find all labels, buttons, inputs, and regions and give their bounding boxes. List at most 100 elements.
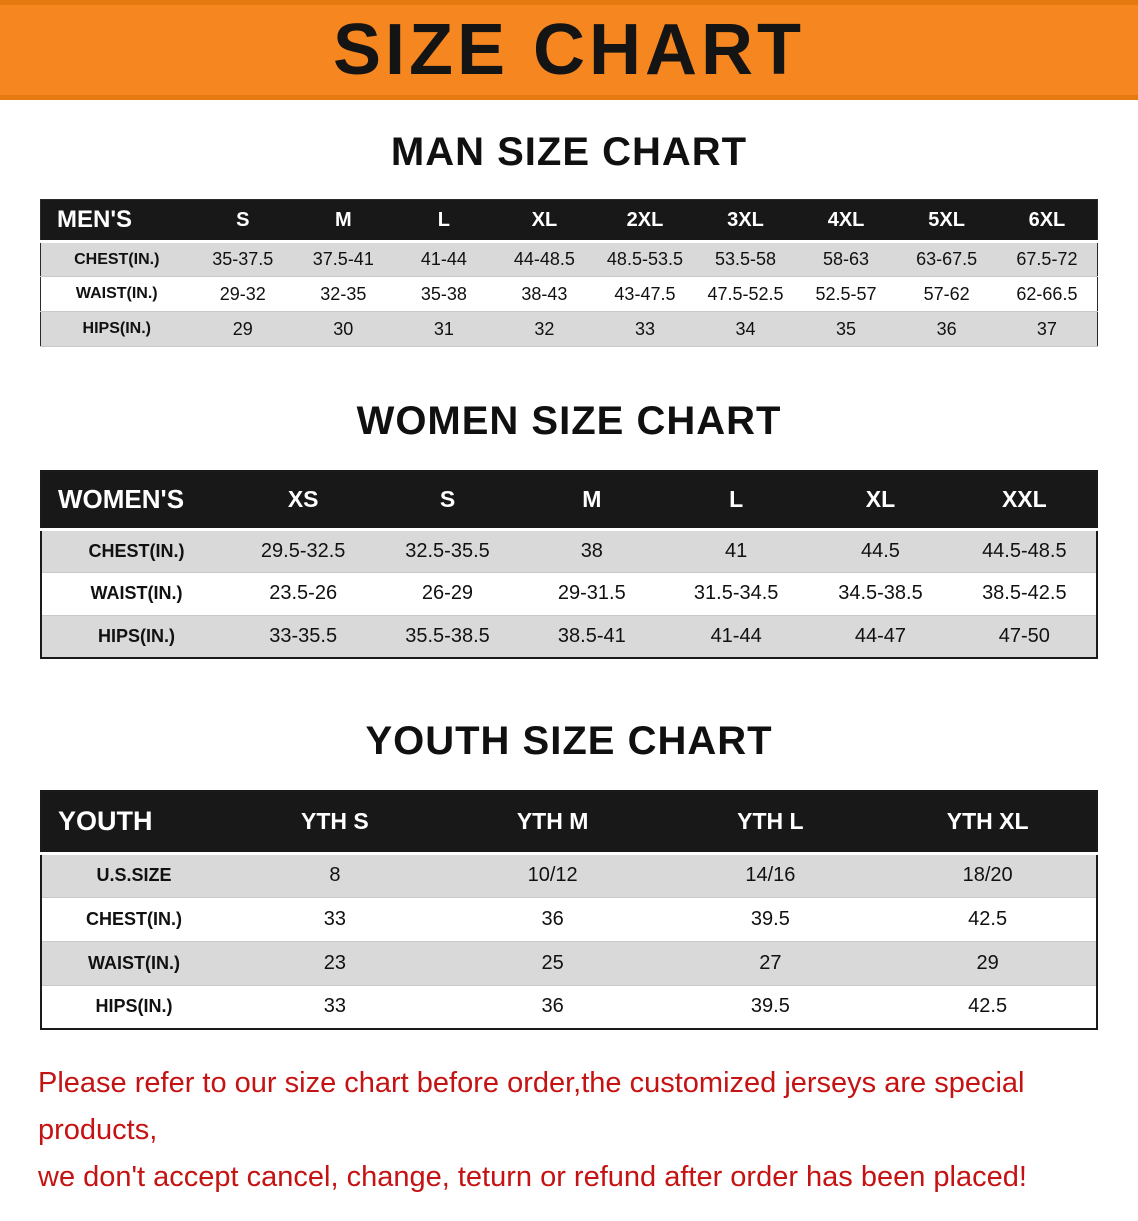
- size-column-header: 6XL: [996, 199, 1098, 243]
- size-column-header: 2XL: [594, 199, 696, 243]
- size-value: 29: [232, 318, 253, 339]
- size-column-header: XL: [808, 471, 953, 531]
- size-column-header: YTH M: [443, 791, 662, 855]
- size-value: 36: [936, 318, 957, 339]
- size-value: 39.5: [750, 995, 790, 1018]
- row-label: WAIST(IN.): [75, 285, 158, 302]
- size-value: 37.5-41: [312, 249, 374, 269]
- group-label-header: MEN'S: [40, 199, 193, 243]
- size-value: 62-66.5: [1016, 283, 1078, 304]
- size-value: 36: [541, 995, 564, 1018]
- size-column-header: YTH S: [226, 791, 444, 855]
- size-value: 35: [836, 318, 857, 339]
- section-youth: YOUTH SIZE CHART YOUTH YTH S YTH M YTH L YTH…: [0, 719, 1138, 1030]
- size-value: 23: [323, 951, 346, 974]
- group-label-header: YOUTH: [41, 791, 226, 855]
- size-value: 47-50: [998, 624, 1050, 647]
- size-value: 42.5: [968, 907, 1008, 930]
- size-value: 67.5-72: [1016, 249, 1078, 269]
- size-value: 44-48.5: [513, 249, 575, 269]
- size-value: 44.5: [861, 539, 900, 562]
- size-value: 41-44: [420, 249, 467, 269]
- page-title: SIZE CHART: [333, 10, 805, 90]
- size-value: 18/20: [962, 864, 1013, 886]
- size-column-header: YTH XL: [879, 791, 1097, 855]
- size-value: 14/16: [745, 864, 796, 886]
- header-row: YOUTH YTH S YTH M YTH L YTH XL: [41, 791, 1097, 855]
- size-value: 29: [976, 951, 999, 974]
- youth-size-table: YOUTH YTH S YTH M YTH L YTH XL U.S.SIZE 8 10/12…: [40, 790, 1098, 1030]
- table-row: CHEST(IN.) 33 36 39.5 42.5: [41, 897, 1097, 941]
- size-value: 33-35.5: [269, 624, 338, 647]
- size-column-header: XS: [231, 471, 376, 531]
- size-column-header: L: [393, 199, 495, 243]
- size-value: 32-35: [320, 283, 367, 304]
- size-value: 34.5-38.5: [838, 582, 923, 604]
- size-value: 33: [323, 907, 346, 930]
- size-value: 57-62: [923, 283, 970, 304]
- size-value: 27: [759, 951, 782, 974]
- row-label: HIPS(IN.): [97, 625, 175, 646]
- size-column-header: 5XL: [896, 199, 997, 243]
- size-value: 41-44: [710, 624, 762, 647]
- size-value: 37: [1036, 318, 1057, 339]
- table-row: CHEST(IN.) 29.5-32.5 32.5-35.5 38 41 44.5 44.5…: [41, 529, 1097, 572]
- header-row: WOMEN'S XS S M L XL XXL: [41, 471, 1097, 531]
- row-label: U.S.SIZE: [96, 865, 172, 885]
- size-column-header: L: [663, 471, 809, 531]
- size-value: 31.5-34.5: [693, 582, 779, 604]
- size-value: 43-47.5: [614, 283, 676, 304]
- table-row: WAIST(IN.) 23 25 27 29: [41, 941, 1097, 985]
- size-value: 31: [433, 318, 454, 339]
- men-section-heading: MAN SIZE CHART: [390, 130, 748, 174]
- size-value: 29-32: [219, 283, 266, 304]
- women-section-heading: WOMEN SIZE CHART: [356, 399, 782, 443]
- disclaimer-line-2: we don't accept cancel, change, teturn o…: [38, 1160, 1027, 1193]
- youth-section-heading: YOUTH SIZE CHART: [365, 719, 773, 763]
- size-value: 42.5: [968, 995, 1008, 1018]
- table-row: U.S.SIZE 8 10/12 14/16 18/20: [41, 853, 1097, 897]
- size-value: 58-63: [823, 249, 870, 269]
- size-value: 36: [541, 907, 564, 930]
- size-column-header: 4XL: [795, 199, 897, 243]
- size-value: 53.5-58: [714, 249, 777, 269]
- size-column-header: S: [375, 471, 520, 531]
- size-value: 35-37.5: [212, 249, 274, 269]
- size-value: 41: [725, 539, 748, 562]
- disclaimer-line-1: Please refer to our size chart before or…: [38, 1067, 1025, 1146]
- section-women: WOMEN SIZE CHART WOMEN'S XS S M L XL XXL CHEST(…: [0, 399, 1138, 659]
- row-label: CHEST(IN.): [74, 250, 160, 268]
- men-size-table: MEN'S S M L XL 2XL 3XL 4XL 5XL 6XL CHEST(IN.) 35-37…: [40, 199, 1098, 347]
- size-value: 25: [541, 951, 564, 974]
- size-value: 8: [329, 864, 341, 886]
- size-value: 32: [534, 318, 555, 339]
- row-label: HIPS(IN.): [95, 996, 173, 1017]
- group-label-header: WOMEN'S: [41, 471, 231, 531]
- size-column-header: YTH L: [661, 791, 880, 855]
- size-value: 47.5-52.5: [707, 283, 784, 304]
- row-label: CHEST(IN.): [88, 540, 185, 561]
- size-value: 33: [323, 995, 346, 1018]
- size-column-header: 3XL: [695, 199, 796, 243]
- table-row: WAIST(IN.) 29-32 32-35 35-38 38-43 43-47.5 47.…: [40, 276, 1098, 312]
- size-value: 38.5-42.5: [982, 582, 1067, 604]
- header-row: MEN'S S M L XL 2XL 3XL 4XL 5XL 6XL: [40, 199, 1098, 243]
- size-value: 44.5-48.5: [982, 539, 1067, 562]
- size-value: 29.5-32.5: [260, 539, 346, 562]
- row-label: WAIST(IN.): [90, 583, 183, 603]
- size-value: 29-31.5: [557, 582, 626, 604]
- row-label: HIPS(IN.): [82, 320, 151, 337]
- size-value: 39.5: [750, 907, 790, 930]
- size-value: 32.5-35.5: [405, 539, 490, 562]
- size-column-header: M: [519, 471, 664, 531]
- size-value: 35-38: [420, 283, 467, 304]
- size-column-header: S: [192, 199, 294, 243]
- table-row: HIPS(IN.) 29 30 31 32 33 34 35 36 37: [40, 311, 1098, 347]
- size-value: 48.5-53.5: [606, 249, 683, 269]
- size-value: 10/12: [527, 864, 578, 886]
- size-column-header: XXL: [952, 471, 1097, 531]
- size-value: 26-29: [421, 582, 474, 604]
- size-value: 30: [333, 318, 354, 339]
- disclaimer: Please refer to our size chart before or…: [0, 1060, 1138, 1201]
